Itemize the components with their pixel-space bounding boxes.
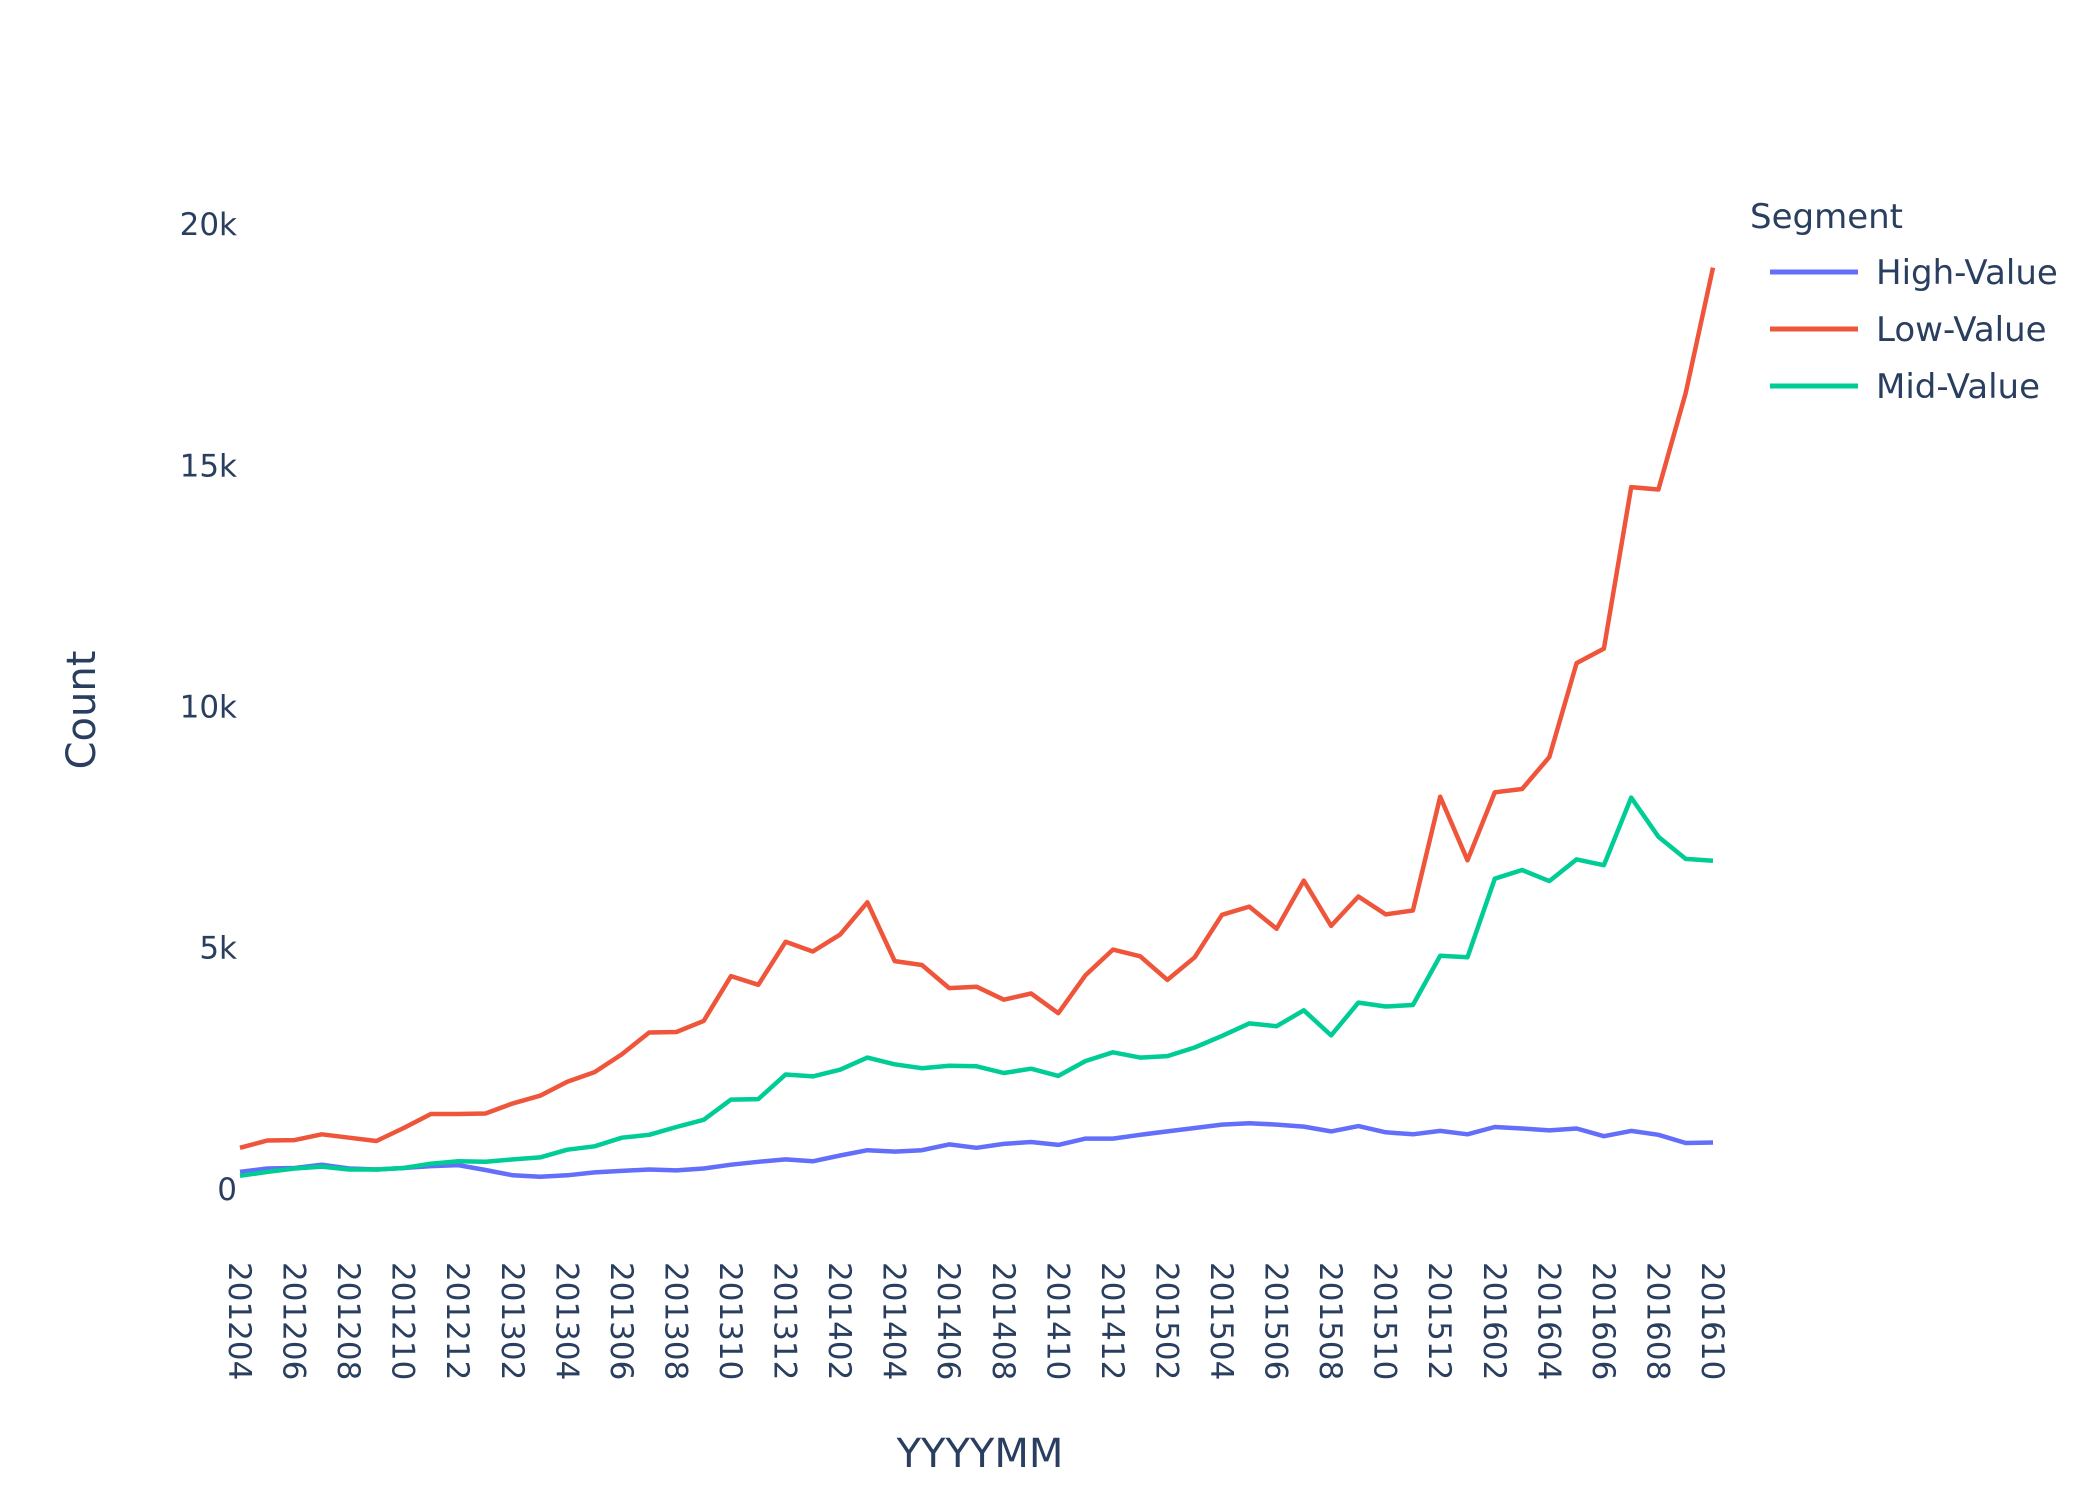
- legend-label: High-Value: [1876, 253, 2058, 293]
- series-line-high-value: [239, 1120, 1714, 1179]
- y-tick-label: 5k: [199, 931, 237, 967]
- x-tick-label: 201402: [821, 1262, 857, 1380]
- x-tick-label: 201304: [548, 1262, 584, 1380]
- legend: Segment High-Value Low-Value Mid-Value: [1750, 197, 2058, 407]
- legend-label: Mid-Value: [1876, 367, 2040, 407]
- x-tick-label: 201308: [657, 1262, 693, 1380]
- x-tick-label: 201302: [494, 1262, 530, 1380]
- x-tick-label: 201408: [985, 1262, 1021, 1380]
- x-tick-label: 201606: [1585, 1262, 1621, 1380]
- x-tick-label: 201508: [1312, 1262, 1348, 1380]
- legend-item[interactable]: Low-Value: [1770, 310, 2047, 350]
- x-tick-label: 201602: [1476, 1262, 1512, 1380]
- x-tick-label: 201610: [1694, 1262, 1730, 1380]
- y-tick-label: 0: [217, 1172, 237, 1208]
- x-tick-label: 201604: [1530, 1262, 1566, 1380]
- legend-item[interactable]: Mid-Value: [1770, 367, 2040, 407]
- x-tick-label: 201608: [1639, 1262, 1675, 1380]
- x-tick-label: 201204: [221, 1262, 257, 1380]
- y-axis-ticks: 0 5k 10k 15k 20k: [180, 207, 237, 1208]
- x-tick-label: 201404: [876, 1262, 912, 1380]
- y-tick-label: 15k: [180, 448, 237, 484]
- x-tick-label: 201510: [1367, 1262, 1403, 1380]
- x-axis-ticks: 201204 201206 201208 201210 201212 201302 2013…: [221, 1262, 1730, 1380]
- y-tick-label: 20k: [180, 207, 237, 243]
- x-tick-label: 201306: [603, 1262, 639, 1380]
- legend-label: Low-Value: [1876, 310, 2047, 350]
- x-tick-label: 201502: [1148, 1262, 1184, 1380]
- series-line-mid-value: [239, 795, 1714, 1179]
- x-tick-label: 201212: [439, 1262, 475, 1380]
- x-axis-title: YYYYMM: [896, 1431, 1064, 1477]
- x-tick-label: 201206: [276, 1262, 312, 1380]
- series-lines: [239, 267, 1716, 1179]
- x-tick-label: 201410: [1039, 1262, 1075, 1380]
- legend-item[interactable]: High-Value: [1770, 253, 2058, 293]
- x-tick-label: 201310: [712, 1262, 748, 1380]
- series-line-low-value: [239, 267, 1716, 1150]
- x-tick-label: 201412: [1094, 1262, 1130, 1380]
- x-tick-label: 201406: [930, 1262, 966, 1380]
- x-tick-label: 201210: [385, 1262, 421, 1380]
- x-tick-label: 201504: [1203, 1262, 1239, 1380]
- y-tick-label: 10k: [180, 690, 237, 726]
- x-tick-label: 201512: [1421, 1262, 1457, 1380]
- x-tick-label: 201208: [330, 1262, 366, 1380]
- legend-title: Segment: [1750, 197, 1903, 237]
- x-tick-label: 201506: [1258, 1262, 1294, 1380]
- x-tick-label: 201312: [767, 1262, 803, 1380]
- y-axis-title: Count: [59, 651, 105, 770]
